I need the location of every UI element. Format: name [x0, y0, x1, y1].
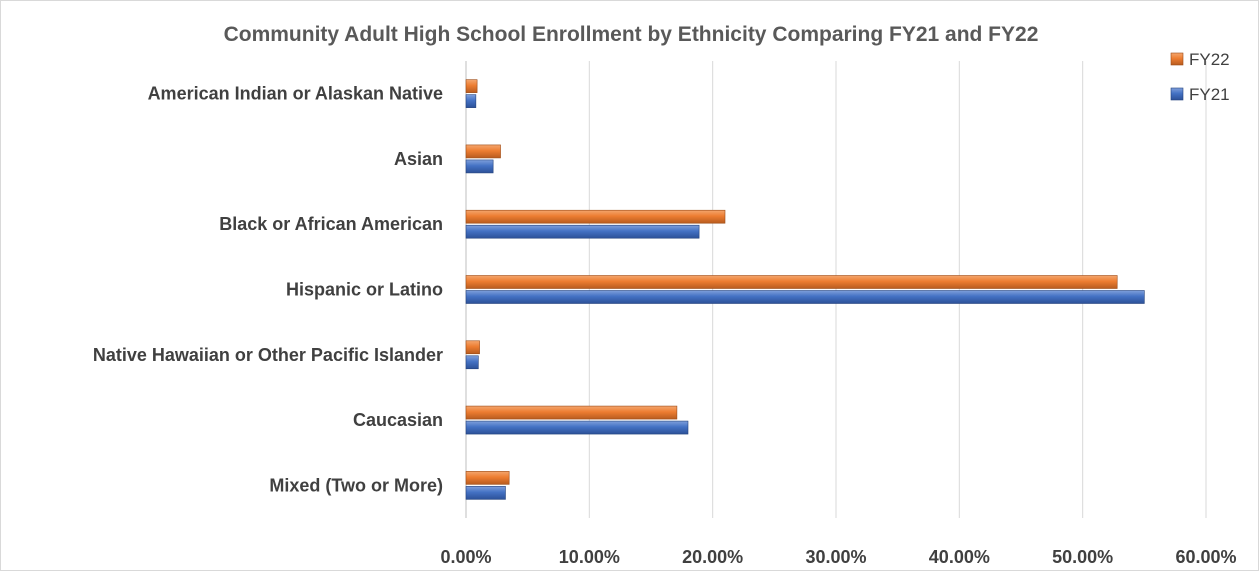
legend-label: FY21 — [1189, 85, 1230, 104]
x-tick-label: 50.00% — [1052, 547, 1113, 567]
bar-fy22-1 — [465, 144, 501, 159]
legend-swatch — [1170, 87, 1184, 101]
x-tick-label: 40.00% — [929, 547, 990, 567]
category-label: Black or African American — [219, 214, 443, 234]
category-label: Mixed (Two or More) — [269, 475, 443, 495]
category-label: American Indian or Alaskan Native — [148, 84, 443, 104]
category-labels: American Indian or Alaskan Native Asian Bl… — [93, 84, 443, 496]
bar-fy22-4 — [465, 340, 480, 355]
bars — [465, 79, 1145, 500]
legend: FY22 FY21 — [1170, 50, 1230, 104]
bar-fy22-0 — [465, 79, 478, 93]
x-tick-label: 0.00% — [440, 547, 491, 567]
bar-fy22-3 — [465, 275, 1118, 289]
legend-swatch — [1170, 52, 1184, 66]
legend-item: FY21 — [1170, 85, 1230, 104]
category-label: Asian — [394, 149, 443, 169]
bar-fy21-5 — [465, 420, 689, 435]
x-tick-label: 20.00% — [682, 547, 743, 567]
x-tick-label: 30.00% — [805, 547, 866, 567]
bar-fy21-6 — [465, 486, 506, 500]
legend-item: FY22 — [1170, 50, 1230, 69]
bar-fy21-1 — [465, 159, 494, 174]
bar-fy21-0 — [465, 94, 477, 108]
bar-fy22-2 — [465, 209, 726, 224]
bar-fy22-5 — [465, 405, 678, 420]
chart-title: Community Adult High School Enrollment b… — [224, 23, 1039, 46]
bar-fy21-4 — [465, 355, 479, 370]
gridlines — [465, 61, 1207, 518]
bar-fy21-3 — [465, 290, 1145, 304]
legend-label: FY22 — [1189, 50, 1230, 69]
category-label: Hispanic or Latino — [286, 280, 443, 300]
bar-fy21-2 — [465, 224, 700, 239]
category-label: Caucasian — [353, 410, 443, 430]
bar-fy22-6 — [465, 471, 510, 485]
x-tick-label: 10.00% — [559, 547, 620, 567]
x-tick-labels: 0.00% 10.00% 20.00% 30.00% 40.00% 50.00% 60.00… — [440, 547, 1236, 567]
category-label: Native Hawaiian or Other Pacific Islande… — [93, 345, 443, 365]
x-tick-label: 60.00% — [1175, 547, 1236, 567]
